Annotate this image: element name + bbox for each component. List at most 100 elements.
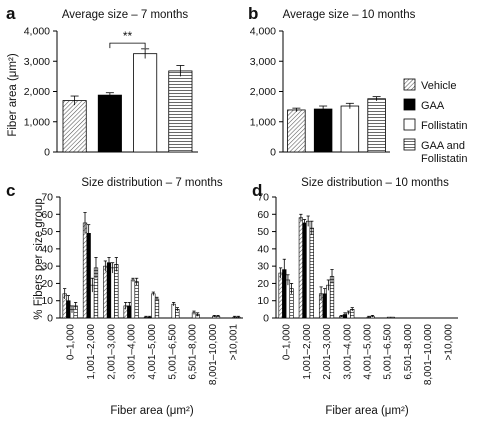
y-tick-label-d: 50 xyxy=(257,226,269,238)
x-tick-label-d: 3,001–4,000 xyxy=(342,324,353,380)
bar-c-follistatin-5 xyxy=(171,303,176,319)
y-tick-label-d: 40 xyxy=(257,243,269,255)
bar-d-gaa-1 xyxy=(302,222,307,319)
panel-title-a: Average size – 7 months xyxy=(62,9,189,21)
significance-label: ** xyxy=(123,29,133,43)
x-tick-label-c: 1,001–2,000 xyxy=(86,324,97,380)
x-tick-label-c: 4,001–5,000 xyxy=(147,324,158,380)
bar-d-vehicle-0 xyxy=(278,272,283,319)
x-tick-label-d: >10,000 xyxy=(443,324,454,361)
bar-d-gaa-and-follistatin-1 xyxy=(309,227,314,319)
bar-d-follistatin-5 xyxy=(386,316,392,319)
bar-c-gaa-and-follistatin-3 xyxy=(134,281,139,319)
y-tick-label-a: 2,000 xyxy=(24,86,50,98)
bar-c-vehicle-2 xyxy=(103,265,108,319)
bar-b-gaa-and-follistatin xyxy=(367,98,386,153)
y-tick-label-b: 4,000 xyxy=(250,26,276,38)
chart-b: 0 1,000 2,000 3,000 4,000 xyxy=(250,26,390,159)
bar-b-follistatin xyxy=(340,105,360,153)
bar-c-gaa-2 xyxy=(106,262,112,319)
panel-letter-a: a xyxy=(6,4,16,23)
y-tick-label-a: 1,000 xyxy=(24,116,50,128)
y-tick-label-d: 60 xyxy=(257,209,269,221)
panel-letter-c: c xyxy=(6,181,15,200)
chart-c: 0 10 20 30 40 50 60 70 0–1,000 1,001–2,000 2,001–3… xyxy=(41,192,243,386)
y-tick-label-c: 50 xyxy=(41,226,53,238)
bar-d-follistatin-1 xyxy=(306,220,311,319)
chart-a: 0 1,000 2,000 3,000 4,000 ** xyxy=(24,26,198,159)
x-axis-label-c: Fiber area (μm²) xyxy=(110,405,193,417)
panel-title-b: Average size – 10 months xyxy=(283,9,416,21)
bar-c-follistatin-3 xyxy=(130,279,136,319)
bar-c-gaa-and-follistatin-2 xyxy=(114,264,119,319)
y-tick-label-d: 20 xyxy=(257,278,269,290)
bar-c-gaa-and-follistatin-4 xyxy=(154,298,160,319)
legend-label-gaa: GAA xyxy=(421,100,445,112)
y-axis-label-a: Fiber area (μm²) xyxy=(7,53,19,136)
significance-bracket xyxy=(109,42,146,49)
y-tick-label-a: 4,000 xyxy=(24,26,50,38)
y-axis-label-c: % Fibers per size group xyxy=(33,198,45,319)
bar-d-gaa-and-follistatin-5 xyxy=(390,316,395,319)
y-tick-label-b: 0 xyxy=(270,147,276,159)
x-tick-label-c: 5,001–6,500 xyxy=(167,324,178,380)
y-tick-label-c: 30 xyxy=(41,261,53,273)
x-tick-label-d: 5,001–6,500 xyxy=(383,324,394,380)
legend-label-line-2: Follistatin xyxy=(421,153,467,165)
y-tick-label-a: 0 xyxy=(44,147,50,159)
x-tick-label-c: 6,501–8,000 xyxy=(188,324,199,380)
legend-swatch-vehicle xyxy=(403,78,416,91)
x-tick-label-d: 1,001–2,000 xyxy=(302,324,313,380)
y-tick-label-d: 30 xyxy=(257,261,269,273)
y-tick-label-b: 2,000 xyxy=(250,86,276,98)
legend-swatch-gaa-and-follistatin xyxy=(403,138,416,151)
panel-letter-d: d xyxy=(252,181,262,200)
legend-label-follistatin: Follistatin xyxy=(421,120,467,132)
y-tick-label-b: 1,000 xyxy=(250,116,276,128)
bar-a-gaa xyxy=(97,94,122,153)
bar-b-vehicle xyxy=(287,109,306,153)
x-tick-label-c: 2,001–3,000 xyxy=(106,324,117,380)
y-tick-label-c: 20 xyxy=(41,278,53,290)
bar-d-follistatin-0 xyxy=(285,279,291,319)
y-tick-label-d: 70 xyxy=(257,192,269,204)
x-tick-label-c: 0–1,000 xyxy=(66,324,77,361)
panel-letter-b: b xyxy=(248,4,258,23)
panel-title-c: Size distribution – 7 months xyxy=(81,177,223,189)
bar-c-follistatin-4 xyxy=(151,293,156,319)
bar-b-gaa xyxy=(313,108,333,153)
bar-a-gaa-and-follistatin xyxy=(168,70,193,153)
x-tick-label-c: 3,001–4,000 xyxy=(127,324,138,380)
bar-c-follistatin-2 xyxy=(110,267,115,319)
bar-d-vehicle-1 xyxy=(298,217,303,319)
chart-d: 0 10 20 30 40 50 60 70 0–1,000 1,001–2,000 2,001–3… xyxy=(257,192,458,386)
y-tick-label-d: 0 xyxy=(263,313,269,325)
legend-swatch-gaa xyxy=(403,98,416,111)
x-tick-label-d: 2,001–3,000 xyxy=(322,324,333,380)
x-tick-label-d: 8,001–10,000 xyxy=(423,324,434,386)
legend: Vehicle GAA Follistatin GAA and Follista… xyxy=(403,78,468,165)
x-tick-label-c: 8,001–10,000 xyxy=(208,324,219,386)
y-tick-label-c: 40 xyxy=(41,243,53,255)
legend-label-line-1: GAA and xyxy=(421,140,465,152)
x-tick-label-d: 6,501–8,000 xyxy=(403,324,414,380)
y-tick-label-c: 0 xyxy=(47,313,53,325)
bar-a-follistatin xyxy=(133,53,158,153)
y-tick-label-b: 3,000 xyxy=(250,56,276,68)
y-tick-label-a: 3,000 xyxy=(24,56,50,68)
x-tick-label-d: 0–1,000 xyxy=(282,324,293,361)
x-tick-label-d: 4,001–5,000 xyxy=(363,324,374,380)
x-tick-label-c: >10,001 xyxy=(228,324,239,361)
y-tick-label-c: 10 xyxy=(41,295,53,307)
legend-label-gaa-and-follistatin: GAA and Follistatin xyxy=(421,140,468,165)
y-tick-label-c: 70 xyxy=(41,192,53,204)
legend-swatch-follistatin xyxy=(403,118,416,131)
bar-a-vehicle xyxy=(62,100,87,153)
y-tick-label-c: 60 xyxy=(41,209,53,221)
panel-title-d: Size distribution – 10 months xyxy=(301,177,449,189)
y-tick-label-d: 10 xyxy=(257,295,269,307)
x-axis-label-d: Fiber area (μm²) xyxy=(325,405,408,417)
legend-label-vehicle: Vehicle xyxy=(421,80,456,92)
bar-c-vehicle-1 xyxy=(82,222,88,319)
